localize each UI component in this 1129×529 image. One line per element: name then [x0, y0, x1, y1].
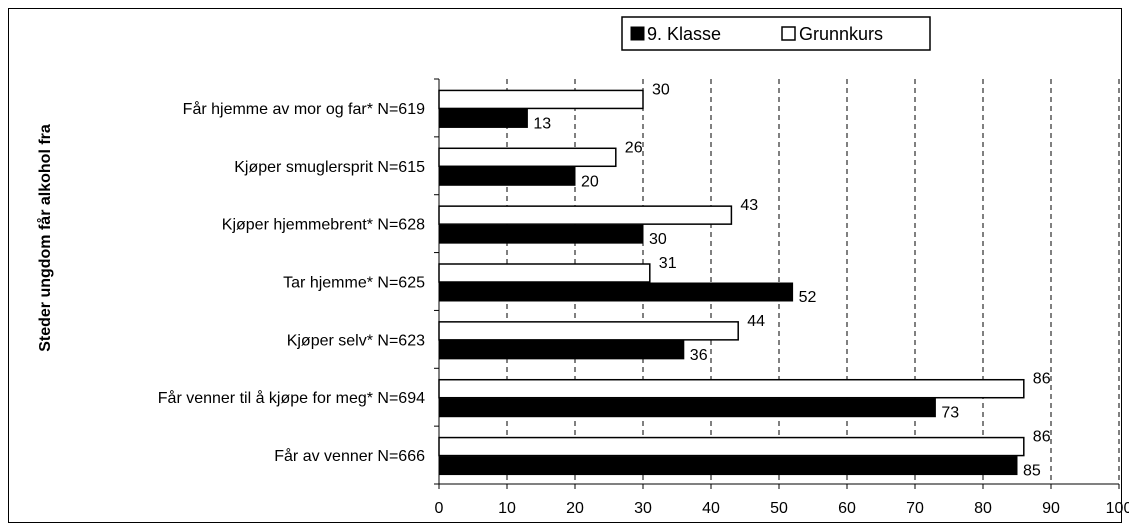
data-label-grunnkurs: 43	[740, 197, 758, 214]
data-label-9-klasse: 36	[690, 347, 708, 364]
x-tick-label: 10	[498, 500, 516, 517]
data-label-grunnkurs: 26	[625, 139, 643, 156]
data-label-grunnkurs: 30	[652, 81, 670, 98]
bar-grunnkurs	[438, 147, 617, 168]
data-label-grunnkurs: 44	[747, 313, 765, 330]
legend-box	[621, 16, 931, 51]
bar-grunnkurs	[438, 205, 733, 225]
bar-9-klasse	[438, 398, 936, 418]
category-label: Kjøper hjemmebrent* N=628	[222, 217, 425, 234]
bar-9-klasse	[438, 282, 794, 302]
bar-grunnkurs	[438, 263, 651, 283]
y-axis-title: Steder ungdom får alkohol fra	[36, 124, 54, 352]
data-label-9-klasse: 20	[581, 173, 599, 190]
bar-grunnkurs	[438, 378, 1025, 399]
x-tick-label: 90	[1042, 500, 1060, 517]
data-label-grunnkurs: 86	[1033, 429, 1051, 446]
bar-grunnkurs	[438, 321, 739, 341]
category-label: Får venner til å kjøpe for meg* N=694	[158, 389, 425, 407]
bar-grunnkurs	[438, 436, 1025, 457]
x-tick-label: 80	[974, 500, 992, 517]
x-tick-label: 20	[566, 500, 584, 517]
data-label-9-klasse: 30	[649, 231, 667, 248]
data-label-9-klasse: 85	[1023, 463, 1041, 480]
data-label-9-klasse: 13	[533, 115, 551, 132]
legend: 9. Klasse Grunnkurs	[621, 16, 931, 51]
category-label: Kjøper selv* N=623	[287, 332, 425, 349]
category-label: Tar hjemme* N=625	[283, 275, 425, 292]
x-tick-label: 40	[702, 500, 720, 517]
category-labels: Får hjemme av mor og far* N=619 Kjøper sm…	[158, 100, 425, 465]
data-label-grunnkurs: 86	[1033, 371, 1051, 388]
bar-9-klasse	[438, 224, 644, 244]
category-label: Kjøper smuglersprit N=615	[234, 159, 425, 176]
x-tick-label: 30	[634, 500, 652, 517]
x-tick-label: 50	[770, 500, 788, 517]
legend-label-grunnkurs: Grunnkurs	[799, 24, 883, 44]
bars	[438, 89, 1025, 476]
bar-9-klasse	[438, 108, 528, 128]
data-label-9-klasse: 73	[941, 405, 959, 422]
bar-grunnkurs	[438, 89, 644, 110]
x-tick-label: 70	[906, 500, 924, 517]
x-tick-label: 100	[1106, 500, 1129, 517]
axes: 0 10 20 30 40 50 60 70 80 90 100	[434, 78, 1129, 517]
x-tick-label: 60	[838, 500, 856, 517]
bar-9-klasse	[438, 340, 685, 360]
bar-9-klasse	[438, 456, 1018, 476]
legend-swatch-grunnkurs	[781, 26, 796, 41]
category-label: Får hjemme av mor og far* N=619	[183, 100, 425, 118]
bar-9-klasse	[438, 166, 576, 186]
category-label: Får av venner N=666	[274, 447, 425, 465]
legend-swatch-9-klasse	[630, 26, 645, 41]
data-labels: 30 13 26 20 43 30 31 52 44 36 86 73 86 85	[533, 81, 1050, 479]
data-label-grunnkurs: 31	[659, 255, 677, 272]
x-tick-label: 0	[435, 500, 444, 517]
legend-label-9-klasse: 9. Klasse	[647, 24, 721, 44]
data-label-9-klasse: 52	[799, 289, 817, 306]
